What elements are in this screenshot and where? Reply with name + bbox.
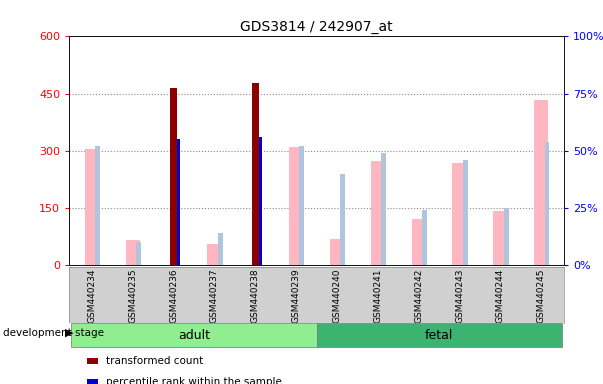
Bar (218, 233, 223, 265)
Text: GSM440236: GSM440236 (169, 268, 178, 323)
Bar (412, 218, 426, 265)
Bar (381, 153, 386, 265)
Bar (207, 244, 221, 265)
Text: GSM440243: GSM440243 (455, 268, 464, 323)
Bar (504, 208, 508, 265)
Bar (252, 83, 259, 265)
Text: GSM440235: GSM440235 (128, 268, 137, 323)
Bar (463, 160, 468, 265)
Bar (125, 240, 140, 265)
Bar (136, 242, 141, 265)
Text: GSM440239: GSM440239 (292, 268, 301, 323)
Text: GSM440240: GSM440240 (332, 268, 341, 323)
Bar (545, 142, 549, 265)
Bar (259, 137, 262, 265)
Text: GSM440237: GSM440237 (210, 268, 219, 323)
Text: adult: adult (178, 329, 210, 341)
Bar (299, 146, 305, 265)
Bar (95, 146, 100, 265)
Bar (493, 210, 508, 265)
Bar (177, 139, 180, 265)
Text: GSM440242: GSM440242 (414, 268, 423, 323)
Bar (71, 323, 317, 347)
Title: GDS3814 / 242907_at: GDS3814 / 242907_at (240, 20, 393, 34)
Bar (371, 161, 385, 265)
Text: GSM440238: GSM440238 (251, 268, 260, 323)
Text: GSM440245: GSM440245 (537, 268, 546, 323)
Bar (422, 210, 427, 265)
Bar (84, 149, 99, 265)
Text: fetal: fetal (425, 329, 453, 341)
Bar (317, 323, 562, 347)
Bar (340, 174, 345, 265)
Text: transformed count: transformed count (106, 356, 203, 366)
Text: percentile rank within the sample: percentile rank within the sample (106, 377, 282, 384)
Bar (330, 239, 344, 265)
Text: development stage: development stage (3, 328, 104, 338)
Bar (170, 88, 177, 265)
Text: GSM440234: GSM440234 (87, 268, 96, 323)
Text: ▶: ▶ (65, 328, 74, 338)
Bar (534, 101, 549, 265)
Bar (452, 163, 467, 265)
Bar (289, 147, 303, 265)
Text: GSM440244: GSM440244 (496, 268, 505, 323)
Text: GSM440241: GSM440241 (373, 268, 382, 323)
